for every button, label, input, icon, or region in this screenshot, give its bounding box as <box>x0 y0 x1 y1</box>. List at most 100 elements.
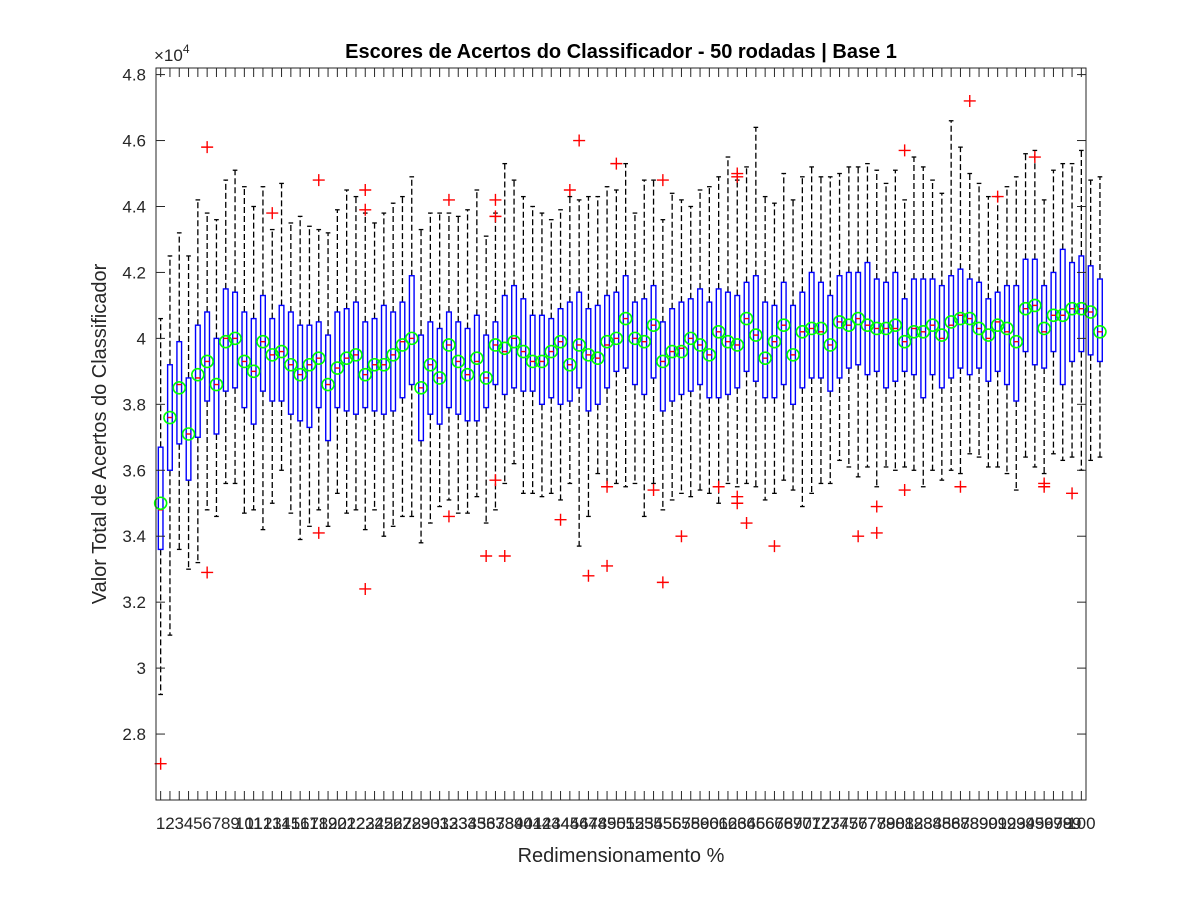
box-iqr <box>520 298 527 392</box>
x-tick-label: 30 <box>421 814 440 833</box>
box-iqr <box>445 311 452 409</box>
mean-marker <box>442 338 456 352</box>
x-tick-label: 70 <box>793 814 812 833</box>
mean-marker <box>460 367 475 382</box>
outlier-marker <box>610 157 623 170</box>
x-tick-label: 17 <box>300 814 319 833</box>
box-iqr <box>762 301 769 399</box>
box-iqr <box>1013 284 1020 402</box>
mean-marker <box>358 367 373 382</box>
outlier-marker <box>359 203 372 216</box>
box-group <box>563 184 576 485</box>
outlier-marker <box>442 510 455 523</box>
x-tick-label: 45 <box>560 814 579 833</box>
box-iqr <box>436 327 443 425</box>
x-tick-label: 23 <box>356 814 375 833</box>
box-iqr <box>278 304 285 402</box>
mean-marker <box>795 324 810 339</box>
x-tick-label: 71 <box>802 814 821 833</box>
box-group <box>883 182 890 468</box>
outlier-marker <box>312 174 325 187</box>
mean-marker <box>563 357 577 372</box>
mean-marker <box>228 331 242 346</box>
box-group <box>731 167 744 510</box>
box-group <box>359 184 372 595</box>
outlier-marker <box>359 184 372 196</box>
outlier-marker <box>731 497 744 510</box>
x-tick-label: 48 <box>588 814 607 833</box>
box-iqr <box>594 304 601 406</box>
x-tick-label: 4 <box>184 814 193 833</box>
box-group <box>232 169 239 485</box>
box-group <box>480 235 493 562</box>
box-group <box>1022 153 1029 458</box>
x-tick-label: 60 <box>700 814 719 833</box>
mean-marker <box>897 334 912 349</box>
box-iqr <box>687 298 694 392</box>
box-group <box>371 222 378 511</box>
box-iqr <box>994 291 1001 373</box>
mean-marker <box>321 377 335 392</box>
box-group <box>1013 176 1020 491</box>
mean-marker <box>432 371 447 385</box>
outlier-marker <box>731 170 744 183</box>
box-iqr <box>1087 265 1094 356</box>
mean-marker <box>163 410 177 425</box>
mean-marker <box>525 354 540 369</box>
box-iqr <box>1059 248 1066 386</box>
box-iqr <box>920 278 927 399</box>
mean-marker <box>181 427 196 441</box>
box-iqr <box>669 308 676 402</box>
box-group <box>1087 179 1094 462</box>
box-iqr <box>715 288 722 399</box>
x-tick-label: 86 <box>942 814 961 833</box>
mean-marker <box>200 354 214 369</box>
mean-marker <box>851 311 865 326</box>
x-tick-label: 39 <box>505 814 524 833</box>
box-iqr <box>455 321 462 415</box>
x-tick-label: 11 <box>245 814 263 833</box>
x-tick-label: 65 <box>746 814 765 833</box>
y-tick-label: 3.8 <box>122 395 146 414</box>
box-group <box>752 126 759 488</box>
x-tick-label: 97 <box>1044 814 1063 833</box>
mean-marker <box>767 334 782 349</box>
outlier-marker <box>563 184 576 196</box>
x-tick-label: 46 <box>570 814 589 833</box>
x-tick-label: 15 <box>281 814 300 833</box>
mean-marker <box>869 321 884 336</box>
box-iqr <box>808 271 815 379</box>
x-tick-label: 26 <box>384 814 403 833</box>
mean-marker <box>488 338 503 352</box>
box-iqr <box>1031 258 1038 366</box>
outlier-marker <box>898 484 911 497</box>
box-group <box>687 205 694 498</box>
outlier-marker <box>991 190 1004 203</box>
box-group <box>352 195 359 511</box>
outlier-marker <box>489 193 502 206</box>
box-group <box>538 212 545 498</box>
box-iqr <box>752 275 759 382</box>
x-tick-label: 64 <box>737 814 756 833</box>
box-group <box>554 209 567 526</box>
x-tick-label: 82 <box>904 814 923 833</box>
box-iqr <box>697 288 704 386</box>
mean-marker <box>218 334 233 349</box>
x-tick-label: 16 <box>291 814 310 833</box>
box-group <box>991 190 1004 468</box>
box-group <box>601 186 614 572</box>
x-tick-label: 38 <box>495 814 514 833</box>
x-tick-label: 75 <box>839 814 858 833</box>
mean-marker <box>1037 321 1051 336</box>
mean-marker <box>349 348 363 362</box>
box-iqr <box>297 324 304 422</box>
box-group <box>697 189 704 491</box>
box-iqr <box>362 321 369 409</box>
x-tick-label: 88 <box>960 814 979 833</box>
mean-marker <box>284 357 298 372</box>
x-tick-label: 29 <box>412 814 431 833</box>
box-group <box>656 174 669 589</box>
box-iqr <box>259 294 266 392</box>
mean-marker <box>367 357 382 372</box>
mean-marker <box>925 318 940 332</box>
